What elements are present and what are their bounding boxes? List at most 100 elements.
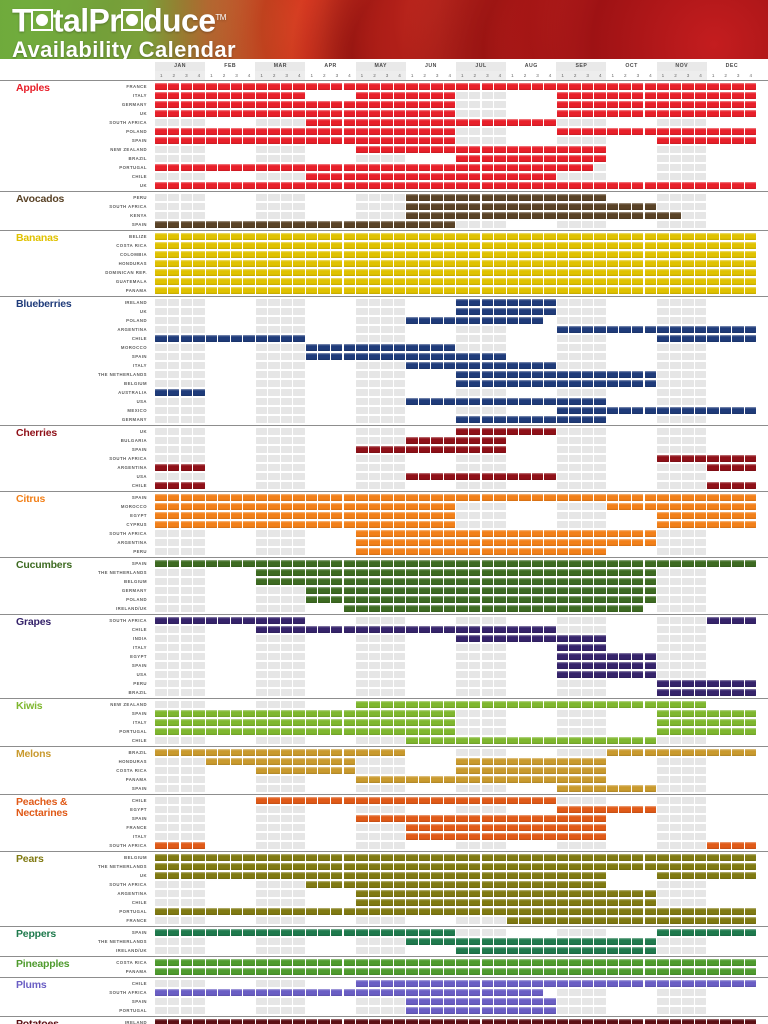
- availability-cell-on: [494, 494, 505, 502]
- calendar-row: AUSTRALIA: [0, 388, 768, 397]
- availability-cell-on: [632, 371, 643, 379]
- availability-cell-on: [607, 596, 618, 604]
- availability-cell-on: [293, 110, 304, 118]
- availability-cell-off: [193, 194, 204, 202]
- availability-cell-on: [318, 719, 329, 727]
- availability-cell-on: [293, 749, 304, 757]
- availability-cell-off: [419, 416, 430, 424]
- availability-cell-off: [193, 548, 204, 556]
- availability-cell-on: [594, 146, 605, 154]
- country-label: CHILE: [0, 796, 150, 805]
- availability-cell-off: [356, 299, 367, 307]
- availability-cell-on: [193, 959, 204, 967]
- availability-cell-off: [695, 548, 706, 556]
- availability-cell-on: [582, 578, 593, 586]
- availability-cell-off: [306, 824, 317, 832]
- availability-cell-off: [544, 842, 555, 850]
- availability-cell-off: [268, 815, 279, 823]
- availability-cell-off: [394, 671, 405, 679]
- availability-cell-on: [318, 587, 329, 595]
- availability-cell-on: [519, 587, 530, 595]
- availability-cell-off: [657, 308, 668, 316]
- country-label: SPAIN: [0, 814, 150, 823]
- availability-cell-on: [569, 644, 580, 652]
- availability-cell-off: [544, 326, 555, 334]
- availability-cell-on: [695, 455, 706, 463]
- availability-cell-off: [494, 521, 505, 529]
- availability-cell-on: [482, 596, 493, 604]
- availability-cell-off: [695, 833, 706, 841]
- availability-cell-off: [168, 530, 179, 538]
- availability-cell-on: [720, 83, 731, 91]
- availability-cell-on: [482, 548, 493, 556]
- availability-cell-on: [594, 890, 605, 898]
- availability-cell-on: [256, 182, 267, 190]
- country-label: POLAND: [0, 316, 150, 325]
- availability-cell-on: [645, 653, 656, 661]
- availability-cell-off: [206, 530, 217, 538]
- availability-cell-off: [155, 119, 166, 127]
- week-label: 3: [230, 71, 243, 80]
- availability-cell-on: [619, 785, 630, 793]
- availability-cell-off: [657, 389, 668, 397]
- availability-cell-on: [331, 110, 342, 118]
- availability-cell-on: [657, 455, 668, 463]
- availability-cell-off: [645, 689, 656, 697]
- availability-cell-off: [256, 881, 267, 889]
- availability-cell-off: [657, 785, 668, 793]
- availability-cell-off: [293, 842, 304, 850]
- availability-cell-on: [419, 278, 430, 286]
- availability-cell-on: [331, 137, 342, 145]
- availability-cell-on: [419, 173, 430, 181]
- availability-cell-on: [494, 908, 505, 916]
- availability-cell-on: [431, 473, 442, 481]
- availability-cell-off: [268, 806, 279, 814]
- availability-cell-off: [331, 842, 342, 850]
- availability-cell-on: [682, 326, 693, 334]
- availability-cell-off: [394, 737, 405, 745]
- availability-cell-on: [344, 119, 355, 127]
- availability-cell-off: [582, 299, 593, 307]
- availability-cell-on: [569, 398, 580, 406]
- availability-cell-on: [344, 578, 355, 586]
- availability-cell-on: [444, 908, 455, 916]
- availability-cell-off: [670, 548, 681, 556]
- availability-cell-on: [645, 494, 656, 502]
- availability-cell-off: [732, 173, 743, 181]
- availability-cell-off: [218, 776, 229, 784]
- country-label: GERMANY: [0, 100, 150, 109]
- availability-cell-on: [231, 164, 242, 172]
- availability-cell-off: [519, 110, 530, 118]
- availability-cell-on: [181, 83, 192, 91]
- availability-cell-off: [532, 455, 543, 463]
- availability-track: [155, 445, 757, 454]
- availability-cell-on: [406, 815, 417, 823]
- availability-cell-on: [256, 929, 267, 937]
- availability-cell-on: [306, 596, 317, 604]
- availability-cell-on: [682, 137, 693, 145]
- availability-cell-off: [456, 929, 467, 937]
- availability-cell-off: [206, 680, 217, 688]
- availability-cell-on: [356, 728, 367, 736]
- country-label: COSTA RICA: [0, 766, 150, 775]
- availability-cell-on: [494, 548, 505, 556]
- availability-cell-off: [344, 212, 355, 220]
- calendar-row: ITALY: [0, 832, 768, 841]
- availability-cell-on: [695, 182, 706, 190]
- availability-cell-on: [306, 503, 317, 511]
- availability-cell-off: [231, 776, 242, 784]
- availability-cell-on: [532, 242, 543, 250]
- availability-cell-off: [206, 938, 217, 946]
- availability-cell-on: [707, 260, 718, 268]
- availability-cell-on: [444, 164, 455, 172]
- availability-cell-on: [456, 416, 467, 424]
- availability-cell-off: [293, 680, 304, 688]
- availability-cell-on: [695, 701, 706, 709]
- availability-cell-on: [632, 326, 643, 334]
- availability-cell-on: [519, 767, 530, 775]
- availability-cell-on: [318, 863, 329, 871]
- availability-cell-off: [406, 464, 417, 472]
- availability-cell-on: [456, 437, 467, 445]
- availability-cell-off: [482, 653, 493, 661]
- availability-cell-on: [168, 908, 179, 916]
